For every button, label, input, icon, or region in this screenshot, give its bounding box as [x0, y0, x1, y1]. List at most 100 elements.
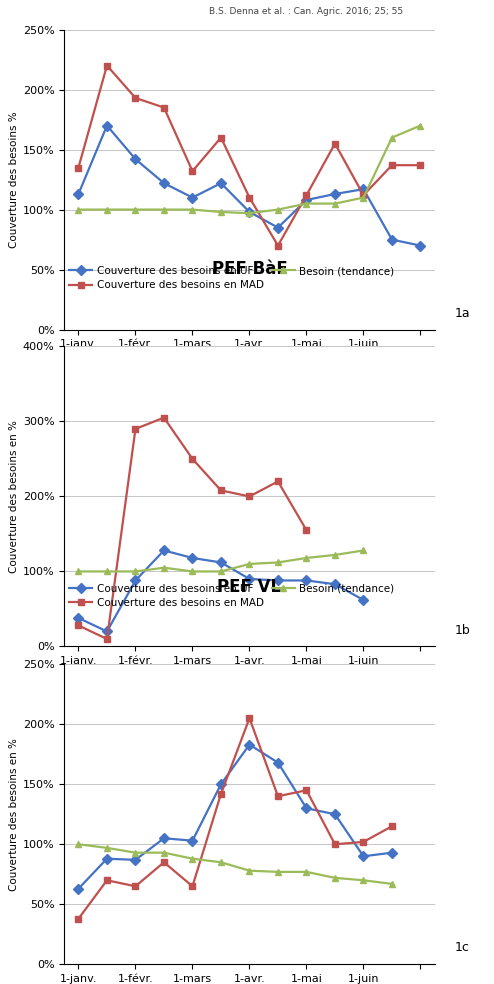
Couverture des besoins en UF	[417, 240, 423, 252]
Besoin (tendance)	[389, 132, 395, 144]
Couverture des besoins en UF	[389, 847, 395, 859]
Couverture des besoins en UF	[389, 233, 395, 245]
Line: Couverture des besoins en MAD: Couverture des besoins en MAD	[75, 714, 395, 922]
Couverture des besoins en MAD	[389, 159, 395, 171]
Besoin (tendance)	[275, 557, 281, 569]
Line: Couverture des besoins en UF: Couverture des besoins en UF	[75, 547, 367, 635]
Couverture des besoins en UF	[247, 573, 252, 584]
Besoin (tendance)	[332, 872, 338, 884]
Besoin (tendance)	[190, 204, 196, 215]
Couverture des besoins en MAD	[161, 411, 167, 423]
Couverture des besoins en UF	[361, 183, 367, 195]
Besoin (tendance)	[76, 838, 82, 850]
Couverture des besoins en MAD	[247, 712, 252, 724]
Couverture des besoins en MAD	[247, 192, 252, 204]
Couverture des besoins en MAD	[76, 913, 82, 925]
Text: 1c: 1c	[454, 942, 469, 954]
Besoin (tendance)	[161, 562, 167, 574]
Couverture des besoins en MAD	[275, 475, 281, 487]
Couverture des besoins en MAD	[361, 836, 367, 848]
Besoin (tendance)	[190, 853, 196, 865]
Couverture des besoins en MAD	[104, 875, 110, 887]
Besoin (tendance)	[161, 847, 167, 859]
Couverture des besoins en UF	[76, 188, 82, 200]
Besoin (tendance)	[218, 566, 224, 578]
Besoin (tendance)	[218, 856, 224, 868]
Couverture des besoins en UF	[132, 575, 138, 586]
Line: Couverture des besoins en UF: Couverture des besoins en UF	[75, 741, 395, 892]
Y-axis label: Couverture des besoins en %: Couverture des besoins en %	[8, 420, 19, 573]
Besoin (tendance)	[190, 566, 196, 578]
Besoin (tendance)	[389, 878, 395, 890]
Couverture des besoins en MAD	[361, 189, 367, 201]
Title: PEF BàE: PEF BàE	[211, 260, 288, 278]
Couverture des besoins en UF	[104, 853, 110, 865]
Couverture des besoins en MAD	[303, 189, 309, 201]
Couverture des besoins en UF	[303, 194, 309, 206]
Text: B.S. Denna et al. : Can. Agric. 2016; 25; 55: B.S. Denna et al. : Can. Agric. 2016; 25…	[209, 7, 403, 16]
Couverture des besoins en MAD	[190, 165, 196, 177]
Couverture des besoins en UF	[303, 575, 309, 586]
Besoin (tendance)	[104, 204, 110, 215]
Besoin (tendance)	[76, 566, 82, 578]
Line: Besoin (tendance): Besoin (tendance)	[75, 547, 367, 575]
Couverture des besoins en UF	[161, 177, 167, 189]
Besoin (tendance)	[275, 866, 281, 878]
Couverture des besoins en UF	[275, 575, 281, 586]
Couverture des besoins en UF	[332, 579, 338, 590]
Besoin (tendance)	[161, 204, 167, 215]
Couverture des besoins en MAD	[132, 92, 138, 104]
Line: Couverture des besoins en MAD: Couverture des besoins en MAD	[75, 62, 424, 249]
Besoin (tendance)	[132, 847, 138, 859]
Besoin (tendance)	[247, 558, 252, 570]
Besoin (tendance)	[218, 206, 224, 217]
Besoin (tendance)	[132, 204, 138, 215]
Couverture des besoins en UF	[303, 802, 309, 814]
Besoin (tendance)	[361, 875, 367, 887]
Couverture des besoins en UF	[247, 739, 252, 751]
Couverture des besoins en MAD	[161, 856, 167, 868]
Couverture des besoins en MAD	[275, 790, 281, 802]
Couverture des besoins en MAD	[76, 620, 82, 632]
Couverture des besoins en UF	[190, 834, 196, 846]
Couverture des besoins en MAD	[76, 161, 82, 173]
Besoin (tendance)	[332, 198, 338, 210]
Couverture des besoins en UF	[132, 154, 138, 165]
Line: Couverture des besoins en MAD: Couverture des besoins en MAD	[75, 414, 310, 643]
Couverture des besoins en MAD	[303, 784, 309, 796]
Line: Besoin (tendance): Besoin (tendance)	[75, 840, 395, 888]
Couverture des besoins en UF	[332, 188, 338, 200]
Besoin (tendance)	[247, 865, 252, 877]
Couverture des besoins en UF	[361, 850, 367, 862]
Couverture des besoins en UF	[161, 832, 167, 844]
Couverture des besoins en MAD	[218, 788, 224, 800]
Besoin (tendance)	[417, 120, 423, 132]
Couverture des besoins en UF	[132, 854, 138, 866]
Couverture des besoins en UF	[218, 177, 224, 189]
Couverture des besoins en MAD	[161, 101, 167, 113]
Couverture des besoins en MAD	[417, 159, 423, 171]
Couverture des besoins en UF	[190, 192, 196, 204]
Couverture des besoins en UF	[190, 552, 196, 564]
Legend: Couverture des besoins en UF, Couverture des besoins en MAD, Besoin (tendance): Couverture des besoins en UF, Couverture…	[70, 266, 394, 290]
Couverture des besoins en MAD	[104, 633, 110, 645]
Besoin (tendance)	[104, 842, 110, 854]
Couverture des besoins en MAD	[132, 881, 138, 892]
Y-axis label: Couverture des besoins en %: Couverture des besoins en %	[8, 738, 19, 891]
Couverture des besoins en MAD	[275, 240, 281, 252]
Couverture des besoins en UF	[76, 612, 82, 624]
Couverture des besoins en MAD	[332, 838, 338, 850]
Besoin (tendance)	[132, 566, 138, 578]
Y-axis label: Couverture des besoins %: Couverture des besoins %	[8, 111, 19, 248]
Couverture des besoins en UF	[332, 809, 338, 821]
Couverture des besoins en UF	[361, 594, 367, 606]
Couverture des besoins en MAD	[190, 881, 196, 892]
Line: Couverture des besoins en UF: Couverture des besoins en UF	[75, 122, 424, 249]
Besoin (tendance)	[303, 552, 309, 564]
Title: PEF VL: PEF VL	[217, 578, 282, 596]
Couverture des besoins en MAD	[132, 423, 138, 435]
Besoin (tendance)	[361, 192, 367, 204]
Besoin (tendance)	[303, 198, 309, 210]
Couverture des besoins en UF	[104, 626, 110, 638]
Text: 1a: 1a	[454, 307, 470, 320]
